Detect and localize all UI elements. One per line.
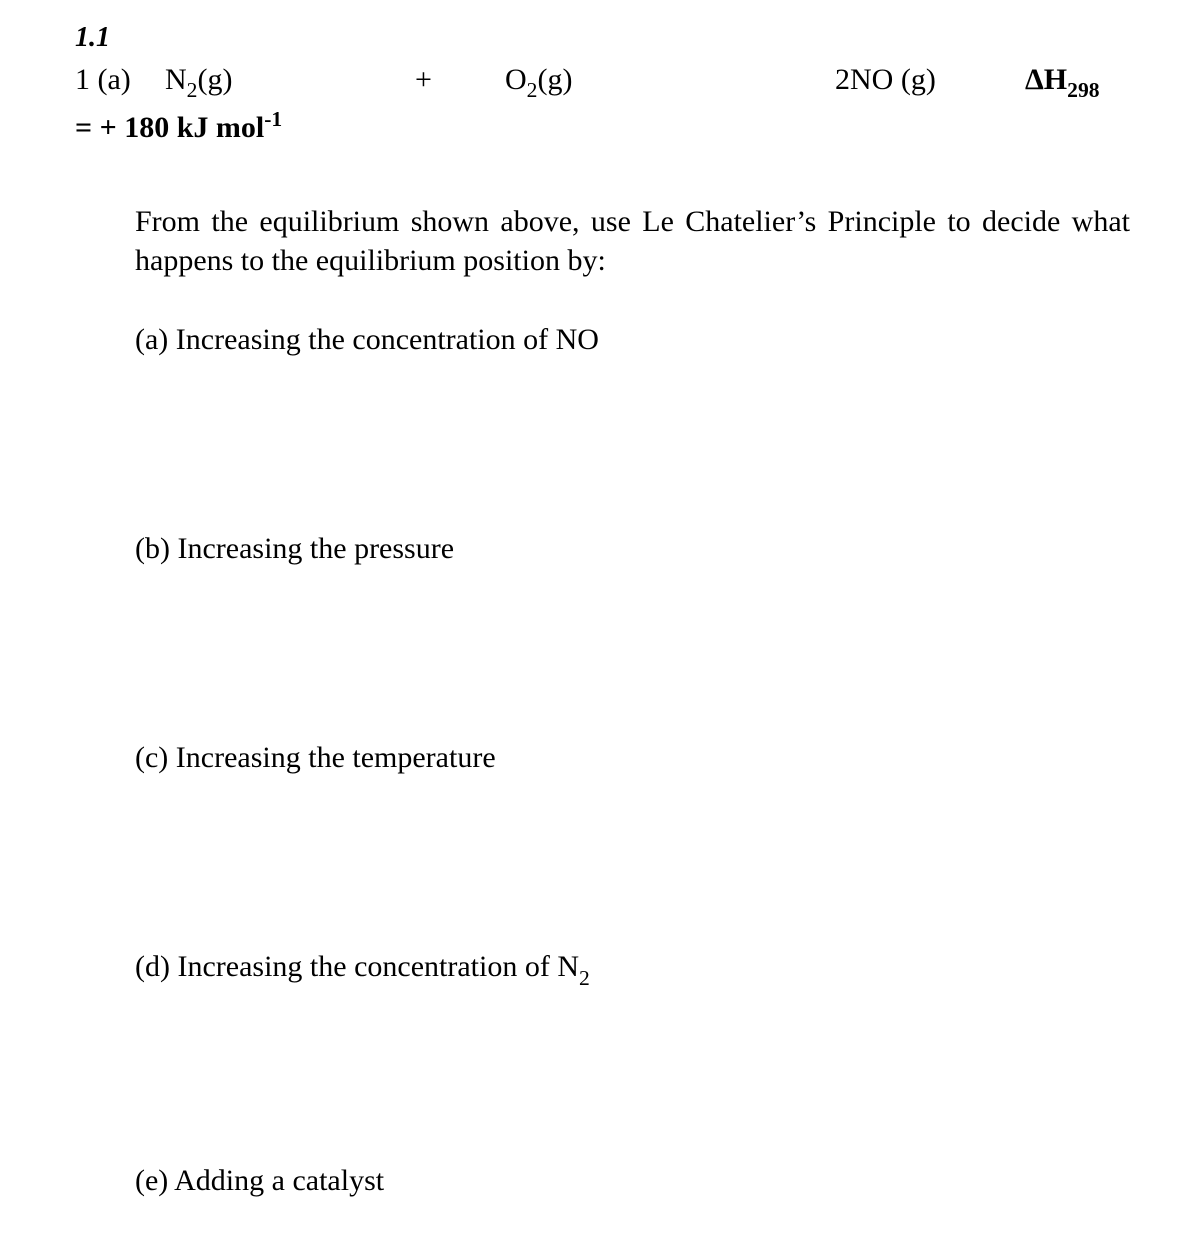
enthalpy-value: = + 180 kJ mol-1 [75, 105, 1140, 147]
plus-sign: + [415, 60, 505, 99]
answer-space-b [75, 568, 1140, 683]
reactant-n2: N2(g) [165, 60, 415, 103]
enthalpy-prefix: = + 180 kJ mol [75, 111, 264, 144]
part-c: (c) Increasing the temperature [75, 738, 1140, 777]
part-d-prefix: (d) Increasing the concentration of N [135, 950, 579, 983]
product-no: 2NO (g) [835, 60, 1025, 99]
o2-state: (g) [537, 63, 572, 96]
delta-h: ΔH298 [1025, 60, 1100, 103]
o2-sub: 2 [527, 78, 538, 102]
answer-space-d [75, 991, 1140, 1106]
part-d-sub: 2 [579, 966, 590, 990]
n2-state: (g) [197, 63, 232, 96]
answer-space-a [75, 359, 1140, 474]
intro-text: From the equilibrium shown above, use Le… [75, 202, 1140, 280]
delta-h-sub: 298 [1067, 78, 1099, 102]
delta-h-symbol: ΔH [1025, 63, 1067, 96]
part-d: (d) Increasing the concentration of N2 [75, 947, 1140, 990]
enthalpy-sup: -1 [264, 107, 282, 131]
answer-space-c [75, 777, 1140, 892]
n2-sub: 2 [187, 78, 198, 102]
part-a: (a) Increasing the concentration of NO [75, 320, 1140, 359]
n2-base: N [165, 63, 187, 96]
o2-base: O [505, 63, 527, 96]
equation-row: 1 (a) N2(g) + O2(g) 2NO (g) ΔH298 [75, 60, 1140, 103]
part-b: (b) Increasing the pressure [75, 529, 1140, 568]
reactant-o2: O2(g) [505, 60, 835, 103]
question-label: 1 (a) [75, 60, 165, 99]
section-number: 1.1 [75, 20, 1140, 56]
part-e: (e) Adding a catalyst [75, 1161, 1140, 1200]
